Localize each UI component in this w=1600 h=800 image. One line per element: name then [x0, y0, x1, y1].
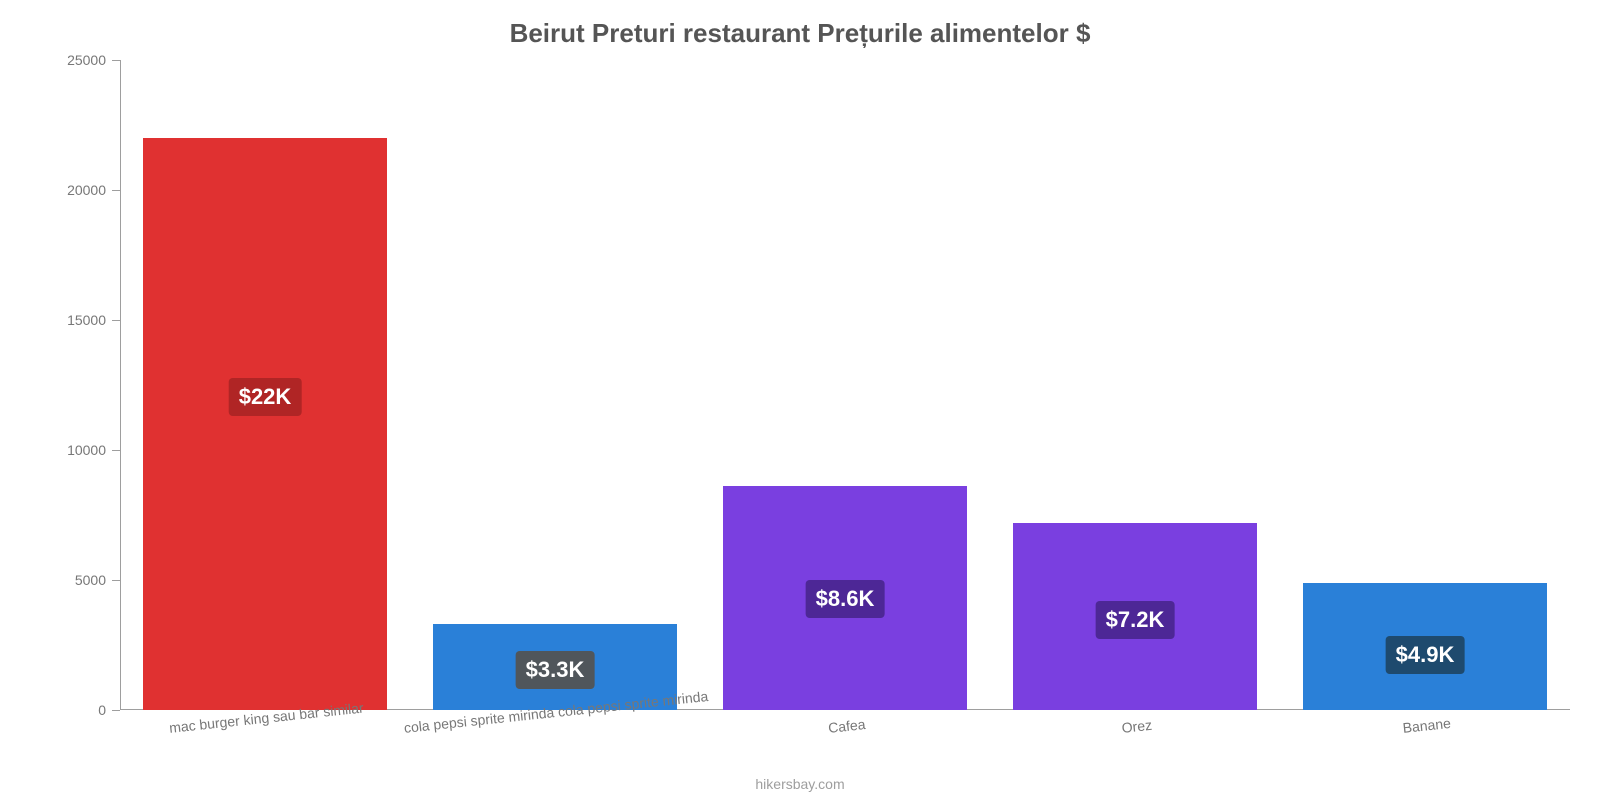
bars-area: $22Kmac burger king sau bar similar$3.3K…: [120, 60, 1570, 710]
bar: $7.2K: [1013, 523, 1257, 710]
x-tick-label: Cafea: [826, 706, 866, 736]
y-tick-label: 5000: [75, 572, 120, 588]
bar-slot: $3.3Kcola pepsi sprite mirinda cola peps…: [410, 60, 700, 710]
y-tick-label: 10000: [67, 442, 120, 458]
bar-value-label: $8.6K: [806, 580, 885, 618]
x-tick-label: Banane: [1401, 705, 1452, 736]
bar: $4.9K: [1303, 583, 1547, 710]
bar-value-label: $3.3K: [516, 651, 595, 689]
bar-slot: $7.2KOrez: [990, 60, 1280, 710]
bar-value-label: $4.9K: [1386, 636, 1465, 674]
chart-credit: hikersbay.com: [0, 776, 1600, 792]
chart-plot-area: 0500010000150002000025000 $22Kmac burger…: [120, 60, 1570, 710]
x-tick-label: Orez: [1120, 707, 1153, 736]
bar: $22K: [143, 138, 387, 710]
y-tick-label: 25000: [67, 52, 120, 68]
bar-slot: $8.6KCafea: [700, 60, 990, 710]
y-tick-label: 0: [98, 702, 120, 718]
bar: $8.6K: [723, 486, 967, 710]
chart-title: Beirut Preturi restaurant Prețurile alim…: [0, 0, 1600, 55]
y-tick-label: 15000: [67, 312, 120, 328]
bar-slot: $4.9KBanane: [1280, 60, 1570, 710]
bar-slot: $22Kmac burger king sau bar similar: [120, 60, 410, 710]
bar-value-label: $7.2K: [1096, 601, 1175, 639]
bar-value-label: $22K: [229, 378, 302, 416]
y-tick-label: 20000: [67, 182, 120, 198]
